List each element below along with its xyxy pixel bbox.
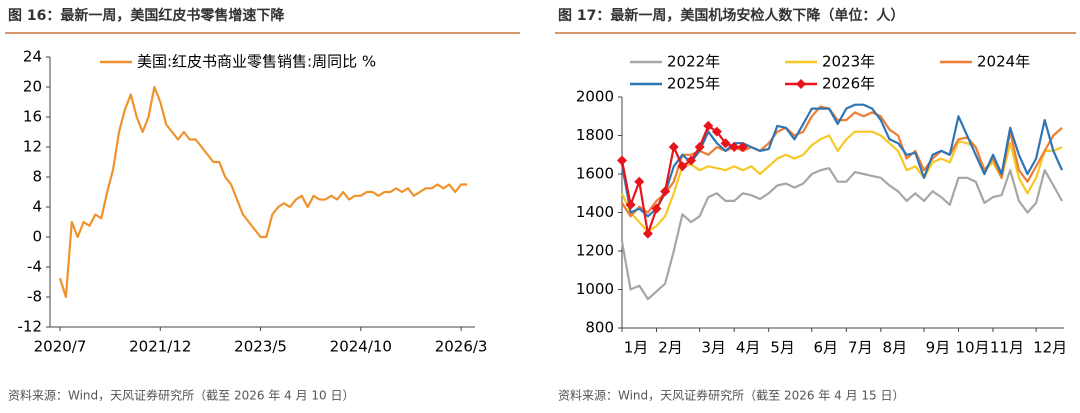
- legend-label: 2024年: [977, 53, 1030, 71]
- legend-label: 2026年: [822, 75, 875, 93]
- x-tick-label: 2020/7: [34, 338, 87, 356]
- marker: [677, 161, 688, 172]
- marker: [703, 120, 714, 131]
- source: 资料来源：Wind，天风证券研究所（截至 2026 年 4 月 15 日）: [558, 388, 905, 403]
- y-tick-label: 20: [23, 78, 42, 96]
- x-tick-label: 7月: [848, 339, 873, 357]
- line-series: [58, 85, 467, 299]
- x-tick-label: 11月: [990, 339, 1024, 357]
- y-tick-label: 1000: [576, 280, 614, 298]
- x-tick-label: 5月: [770, 339, 795, 357]
- legend-label: 美国:红皮书商业零售销售:周同比 %: [137, 53, 376, 71]
- legend-label: 2025年: [667, 75, 720, 93]
- marker: [617, 155, 627, 166]
- y-tick-label: 16: [23, 108, 42, 126]
- x-tick-label: 2024/10: [330, 338, 392, 356]
- y-tick-label: 1600: [576, 165, 614, 183]
- chart-title: 图 17：最新一周，美国机场安检人数下降（单位：人）: [558, 7, 904, 24]
- x-tick-label: 2023/5: [234, 338, 287, 356]
- source: 资料来源：Wind，天风证券研究所（截至 2026 年 4 月 10 日）: [8, 388, 355, 403]
- y-tick-label: 1800: [576, 126, 614, 144]
- marker: [642, 228, 653, 239]
- marker: [686, 155, 697, 166]
- marker: [737, 142, 748, 153]
- x-tick-label: 4月: [736, 339, 761, 357]
- marker: [660, 186, 671, 197]
- y-tick-label: 800: [585, 319, 614, 337]
- line-series: [620, 103, 1064, 218]
- y-tick-label: 12: [23, 138, 42, 156]
- y-tick-label: -4: [27, 258, 42, 276]
- marker: [634, 176, 645, 187]
- legend-label: 2023年: [822, 53, 875, 71]
- legend-marker: [796, 79, 806, 89]
- y-tick-label: 8: [32, 168, 42, 186]
- legend-label: 2022年: [667, 53, 720, 71]
- marker: [729, 142, 740, 153]
- y-tick-label: 1400: [576, 203, 614, 221]
- y-tick-label: 1200: [576, 242, 614, 260]
- marker: [651, 203, 662, 214]
- line-series: [620, 167, 1063, 301]
- x-tick-label: 1月: [624, 339, 649, 357]
- x-tick-label: 2021/12: [129, 338, 191, 356]
- marker: [625, 199, 636, 210]
- marker: [668, 142, 679, 153]
- y-tick-label: -8: [27, 288, 42, 306]
- x-tick-label: 9月: [926, 339, 951, 357]
- x-tick-label: 12月: [1033, 339, 1067, 357]
- x-tick-label: 3月: [701, 339, 726, 357]
- chart-title: 图 16：最新一周，美国红皮书零售增速下降: [8, 7, 285, 24]
- marker: [694, 142, 705, 153]
- x-tick-label: 6月: [814, 339, 839, 357]
- x-tick-label: 10月: [955, 339, 989, 357]
- y-tick-label: 2000: [576, 88, 614, 106]
- x-tick-label: 8月: [883, 339, 908, 357]
- y-tick-label: -12: [18, 318, 43, 336]
- x-tick-label: 2月: [658, 339, 683, 357]
- y-tick-label: 24: [23, 48, 42, 66]
- marker: [720, 138, 731, 149]
- x-tick-label: 2026/3: [435, 338, 488, 356]
- marker: [711, 126, 722, 137]
- y-tick-label: 4: [32, 198, 42, 216]
- y-tick-label: 0: [32, 228, 42, 246]
